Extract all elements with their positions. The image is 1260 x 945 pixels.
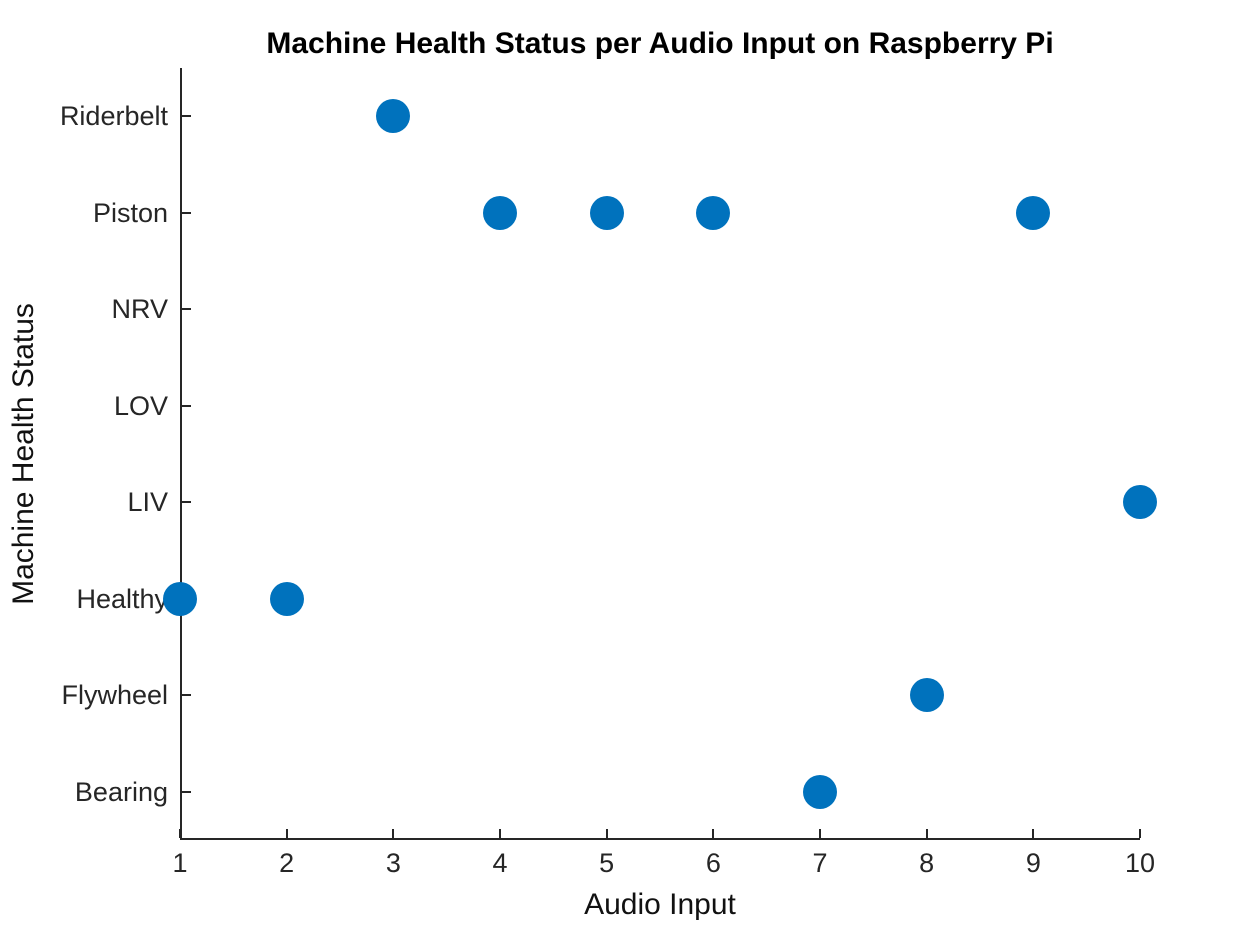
x-axis-label: Audio Input — [584, 888, 736, 921]
x-tick-label: 3 — [385, 848, 401, 878]
y-tick-label: Bearing — [74, 776, 168, 807]
chart-title: Machine Health Status per Audio Input on… — [266, 27, 1054, 60]
x-tick-label: 1 — [172, 848, 188, 878]
x-tick-label: 6 — [705, 848, 721, 878]
data-point — [376, 99, 411, 134]
data-point — [909, 678, 944, 713]
x-tick-mark — [605, 829, 608, 838]
x-tick-label: 5 — [599, 848, 615, 878]
y-tick-mark — [182, 404, 191, 407]
y-tick-mark — [182, 694, 191, 697]
x-tick-label: 7 — [812, 848, 828, 878]
plot-area — [180, 68, 1140, 840]
x-tick-mark — [392, 829, 395, 838]
x-tick-mark — [712, 829, 715, 838]
data-point — [483, 195, 517, 230]
x-tick-label: 8 — [919, 848, 935, 878]
x-tick-mark — [819, 829, 821, 838]
x-tick-mark — [925, 829, 928, 838]
y-tick-mark — [182, 501, 191, 504]
data-point — [269, 581, 304, 616]
y-tick-label: Piston — [92, 197, 168, 228]
data-point — [589, 195, 624, 230]
y-tick-mark — [182, 790, 191, 793]
y-tick-mark — [182, 115, 191, 118]
data-point — [696, 195, 731, 230]
x-tick-label: 4 — [492, 848, 508, 878]
y-tick-mark — [182, 211, 191, 214]
x-tick-label: 10 — [1124, 848, 1156, 878]
x-tick-label: 2 — [279, 848, 295, 878]
y-tick-label: LOV — [113, 390, 168, 421]
x-tick-mark — [1139, 829, 1141, 838]
data-point — [163, 581, 197, 616]
x-tick-mark — [1032, 829, 1035, 838]
y-tick-label: LIV — [127, 487, 168, 518]
y-tick-label: Healthy — [76, 583, 168, 614]
x-tick-mark — [285, 829, 288, 838]
data-point — [1123, 485, 1157, 520]
data-point — [803, 774, 837, 809]
data-point — [1016, 195, 1051, 230]
y-tick-label: NRV — [111, 294, 168, 325]
y-tick-label: Flywheel — [61, 680, 168, 711]
y-tick-mark — [182, 308, 191, 311]
x-tick-mark — [499, 829, 501, 838]
x-tick-mark — [179, 829, 181, 838]
x-tick-label: 9 — [1025, 848, 1041, 878]
y-tick-label: Riderbelt — [59, 101, 168, 132]
y-axis-label: Machine Health Status — [7, 303, 40, 605]
